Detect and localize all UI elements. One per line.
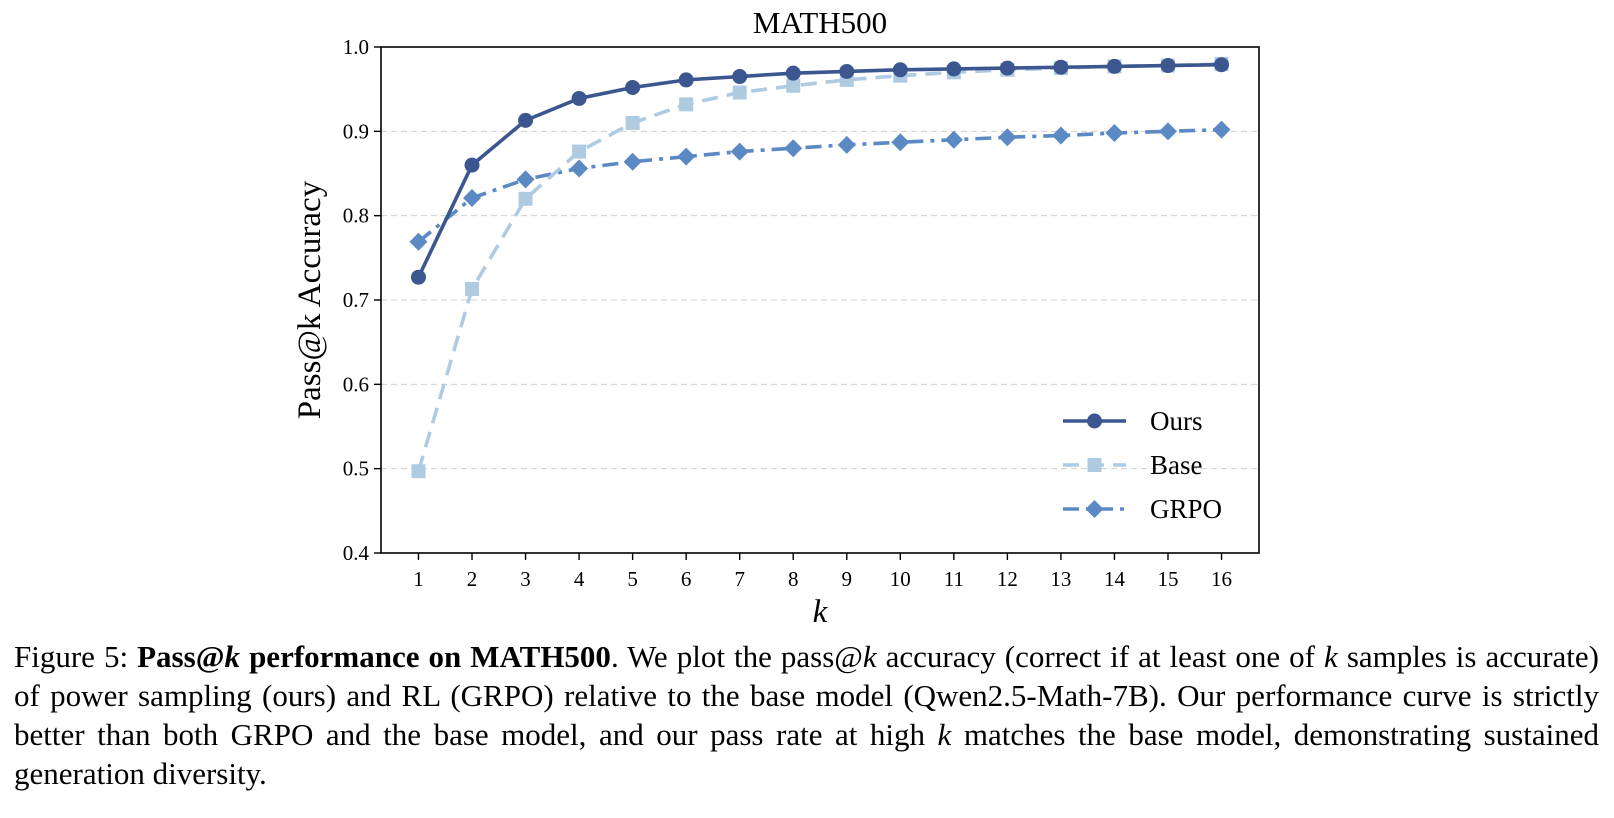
data-point-grpo — [409, 232, 428, 251]
x-tick-label: 13 — [1050, 567, 1071, 591]
x-tick-label: 16 — [1211, 567, 1232, 591]
data-point-grpo — [623, 152, 642, 171]
x-tick-label: 2 — [467, 567, 478, 591]
x-tick-label: 1 — [413, 567, 424, 591]
legend-marker-base — [1087, 458, 1102, 472]
data-point-ours — [464, 157, 480, 173]
y-tick-label: 0.9 — [343, 119, 369, 143]
data-point-ours — [625, 79, 641, 95]
data-point-base — [465, 282, 480, 297]
data-point-grpo — [730, 142, 749, 161]
axes: 0.40.50.60.70.80.91.01 2 3 4 5 6 7 8 9 10 11 12 13 14… — [343, 35, 1232, 591]
data-point-grpo — [944, 130, 963, 149]
data-point-ours — [1053, 59, 1069, 75]
data-point-grpo — [1051, 126, 1070, 145]
data-point-base — [518, 191, 533, 206]
data-point-ours — [1106, 58, 1122, 74]
legend-label-ours: Ours — [1150, 406, 1203, 436]
y-tick-label: 0.7 — [343, 288, 369, 312]
x-tick-label: 9 — [842, 567, 853, 591]
legend-label-grpo: GRPO — [1150, 494, 1222, 524]
legend-marker-grpo — [1085, 500, 1104, 518]
data-point-ours — [732, 69, 748, 85]
x-tick-label: 3 — [520, 567, 531, 591]
pass-at-k-chart: 0.40.50.60.70.80.91.01 2 3 4 5 6 7 8 9 10 11 12 13 14… — [292, 5, 1260, 630]
data-point-ours — [999, 60, 1015, 76]
data-point-base — [679, 97, 694, 112]
data-point-grpo — [1158, 122, 1177, 141]
x-tick-label: 8 — [788, 567, 799, 591]
x-tick-label: 10 — [890, 567, 911, 591]
data-point-ours — [892, 62, 908, 78]
series-base — [411, 56, 1229, 479]
data-point-grpo — [891, 133, 910, 152]
y-tick-label: 0.6 — [343, 372, 369, 396]
data-point-grpo — [677, 147, 696, 166]
data-point-base — [732, 85, 747, 100]
caption-label: Figure 5: — [14, 639, 129, 674]
y-axis-label: Pass@k Accuracy — [292, 180, 328, 419]
chart-title: MATH500 — [753, 5, 887, 40]
legend-label-base: Base — [1150, 450, 1203, 480]
data-point-grpo — [1212, 120, 1231, 139]
series-grpo — [409, 120, 1231, 251]
x-tick-label: 12 — [997, 567, 1018, 591]
data-point-ours — [946, 61, 962, 77]
data-point-ours — [839, 63, 855, 79]
data-point-ours — [1214, 57, 1230, 73]
x-tick-label: 6 — [681, 567, 692, 591]
x-tick-label: 14 — [1104, 567, 1126, 591]
data-point-grpo — [570, 159, 589, 178]
figure-caption: Figure 5: Pass@k performance on MATH500.… — [14, 639, 1599, 791]
x-tick-label: 11 — [944, 567, 964, 591]
series-layer — [409, 56, 1231, 479]
series-line-grpo — [417, 127, 1222, 244]
data-point-ours — [678, 72, 694, 88]
x-tick-label: 15 — [1157, 567, 1178, 591]
series-line-base — [416, 62, 1222, 472]
data-point-grpo — [998, 128, 1017, 147]
x-tick-label: 7 — [734, 567, 745, 591]
grid-lines — [381, 130, 1259, 470]
data-point-grpo — [784, 139, 803, 158]
data-point-base — [572, 144, 587, 159]
y-tick-label: 1.0 — [343, 35, 369, 59]
series-ours — [410, 57, 1230, 285]
y-tick-label: 0.4 — [343, 541, 370, 565]
y-tick-label: 0.8 — [343, 204, 369, 228]
data-point-ours — [571, 90, 587, 106]
data-point-base — [625, 115, 640, 130]
series-line-ours — [416, 62, 1222, 279]
legend: Ours Base GRPO — [1063, 406, 1222, 524]
data-point-grpo — [516, 170, 535, 189]
caption-title: Pass@k performance on MATH500 — [137, 639, 611, 674]
data-point-ours — [518, 112, 534, 128]
data-point-grpo — [1105, 124, 1124, 143]
data-point-ours — [1160, 58, 1176, 74]
data-point-grpo — [837, 135, 856, 154]
data-point-ours — [785, 65, 801, 81]
y-tick-label: 0.5 — [343, 457, 369, 481]
legend-marker-ours — [1087, 413, 1102, 429]
data-point-ours — [410, 269, 426, 285]
data-point-base — [411, 464, 426, 479]
data-point-grpo — [463, 188, 482, 207]
x-axis-label: k — [813, 594, 829, 630]
data-point-base — [786, 78, 801, 93]
x-tick-label: 5 — [627, 567, 638, 591]
x-tick-label: 4 — [574, 567, 585, 591]
